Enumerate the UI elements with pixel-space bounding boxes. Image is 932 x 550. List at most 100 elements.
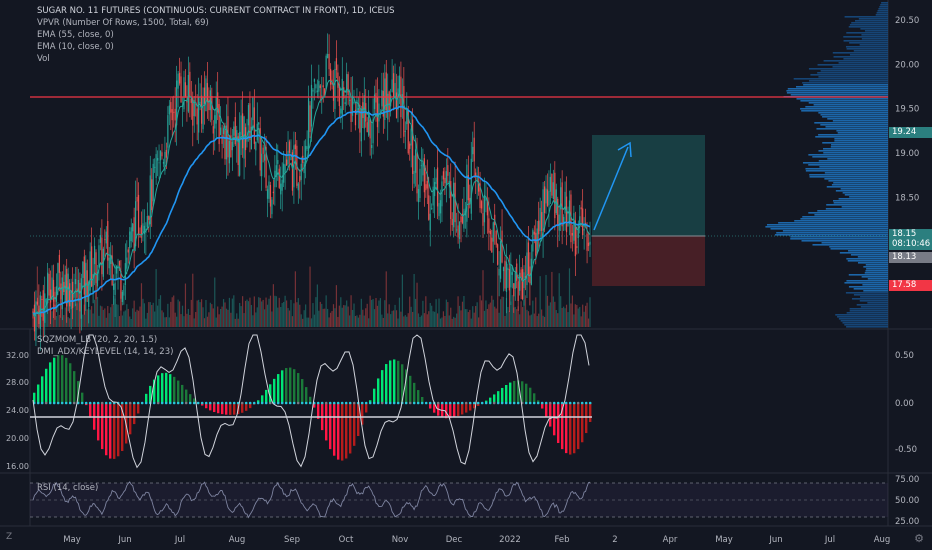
volume-bar — [356, 315, 358, 327]
candle-body — [164, 151, 166, 171]
ema-55-line — [32, 105, 591, 315]
squeeze-bar — [541, 403, 544, 409]
volume-bar — [55, 315, 58, 327]
volume-bar — [111, 304, 113, 327]
volume-profile-bar — [808, 154, 888, 156]
candle-body — [202, 97, 204, 130]
squeeze-legend[interactable]: SQZMOM_LB (20, 2, 20, 1.5) DMI_ADX/KEYLE… — [37, 334, 173, 358]
volume-profile-bar — [817, 72, 888, 74]
candle-body — [64, 274, 66, 302]
volume-profile-bar — [832, 66, 888, 68]
volume-bar — [483, 310, 486, 327]
volume-profile-bar — [805, 170, 888, 172]
squeeze-dot — [104, 401, 108, 405]
candle-body — [231, 141, 233, 151]
squeeze-dot — [228, 401, 232, 405]
volume-profile-bar — [842, 192, 888, 194]
squeeze-bar — [501, 387, 504, 403]
volume-bar — [379, 298, 381, 327]
volume-profile-bar — [854, 20, 888, 22]
volume-profile-bar — [838, 198, 888, 200]
squeeze-legend-line[interactable]: SQZMOM_LB (20, 2, 20, 1.5) — [37, 335, 158, 345]
candle-body — [91, 246, 93, 287]
squeeze-bar — [405, 369, 408, 403]
volume-bar — [409, 296, 411, 327]
symbol-title[interactable]: SUGAR NO. 11 FUTURES (CONTINUOUS: CURREN… — [37, 6, 395, 16]
squeeze-bar — [569, 403, 572, 455]
volume-profile-bar — [814, 214, 888, 216]
squeeze-dot — [164, 401, 168, 405]
volume-bar — [154, 311, 156, 327]
volume-profile-bar — [846, 32, 888, 34]
candle-body — [329, 68, 332, 85]
volume-bar — [302, 318, 304, 327]
candle-body — [549, 176, 552, 192]
volume-profile-bar — [849, 308, 888, 310]
squeeze-bar — [313, 403, 316, 408]
projection-arrow[interactable] — [593, 146, 629, 231]
volume-bar — [432, 311, 434, 327]
long-position-stop-zone[interactable] — [592, 236, 705, 286]
volume-bar — [287, 308, 289, 327]
volume-profile-bar — [790, 236, 888, 238]
indicator-ema-10[interactable]: EMA (10, close, 0) — [37, 42, 114, 52]
squeeze-dot — [192, 401, 196, 405]
volume-bar — [434, 311, 436, 327]
candle-body — [76, 288, 78, 298]
candle-body — [447, 165, 449, 176]
volume-bar — [285, 300, 288, 327]
squeeze-left-tick-label: 24.00 — [6, 406, 29, 415]
candle-body — [589, 241, 591, 245]
logo[interactable]: Z — [6, 532, 13, 542]
indicator-volume[interactable]: Vol — [37, 54, 50, 64]
rsi-legend[interactable]: RSI (14, close) — [37, 483, 99, 493]
squeeze-dot — [288, 401, 292, 405]
volume-profile-bar — [803, 84, 888, 86]
squeeze-dot — [560, 401, 564, 405]
candle-body — [297, 183, 299, 191]
candle-body — [98, 245, 100, 268]
squeeze-bar — [517, 380, 520, 403]
candle-body — [236, 130, 238, 142]
volume-bar — [412, 311, 414, 327]
indicator-ema-55[interactable]: EMA (55, close, 0) — [37, 30, 114, 40]
indicator-vpvr[interactable]: VPVR (Number Of Rows, 1500, Total, 69) — [37, 18, 209, 28]
candle-body — [263, 154, 266, 161]
price-tick-label: 18.50 — [895, 193, 919, 203]
volume-bar — [152, 302, 154, 327]
squeeze-dot — [416, 401, 420, 405]
candle-body — [401, 94, 403, 109]
candle-body — [129, 231, 131, 249]
squeeze-bar — [145, 393, 148, 403]
candle-body — [497, 244, 499, 265]
volume-profile-bar — [879, 6, 888, 8]
squeeze-dot — [276, 401, 280, 405]
candle-body — [457, 225, 459, 238]
volume-bar — [224, 302, 226, 327]
volume-bar — [445, 299, 447, 327]
volume-bar — [89, 309, 91, 327]
volume-bar — [546, 295, 549, 327]
squeeze-dot — [292, 401, 296, 405]
volume-profile-bar — [832, 200, 888, 202]
volume-bar — [277, 307, 279, 327]
candle-body — [337, 72, 339, 88]
volume-profile-bar — [858, 18, 888, 20]
squeeze-bar — [493, 394, 496, 403]
squeeze-bar — [53, 357, 56, 403]
volume-bar — [552, 296, 554, 327]
candle-body — [328, 53, 330, 70]
squeeze-bar — [461, 403, 464, 415]
squeeze-bar — [137, 403, 140, 414]
volume-bar — [419, 317, 421, 327]
volume-bar — [327, 308, 329, 327]
squeeze-dot — [156, 401, 160, 405]
gear-icon[interactable]: ⚙ — [914, 532, 924, 545]
dmi-legend-line[interactable]: DMI_ADX/KEYLEVEL (14, 14, 23) — [37, 347, 174, 357]
volume-profile-bar — [786, 90, 888, 92]
long-position-target-zone[interactable] — [592, 135, 705, 236]
volume-bar — [565, 304, 568, 327]
candle-body — [249, 103, 251, 141]
candle-body — [36, 301, 38, 305]
